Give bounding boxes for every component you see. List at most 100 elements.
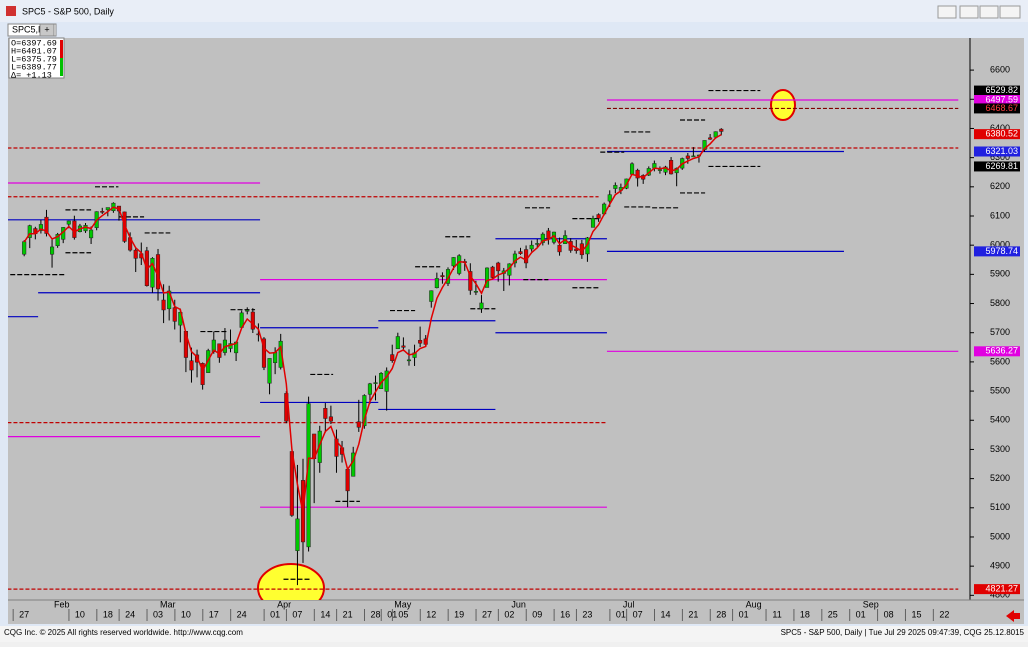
data-window-line: O=6397.69 xyxy=(11,38,57,48)
x-tick-label: 16 xyxy=(560,609,570,619)
candle-body xyxy=(22,241,27,255)
price-label-box xyxy=(974,346,1020,357)
x-tick-label: 19 xyxy=(454,609,464,619)
price-label: 5978.74 xyxy=(985,246,1018,256)
close-button[interactable] xyxy=(999,5,1021,19)
tab-label[interactable]: SPC5,D xyxy=(12,24,45,34)
price-label-box xyxy=(974,246,1020,257)
title-bar xyxy=(0,0,1028,22)
x-tick-label: 03 xyxy=(153,609,163,619)
y-tick-label: 5400 xyxy=(990,415,1010,425)
y-tick-label: 5500 xyxy=(990,385,1010,395)
candle-body xyxy=(250,311,255,330)
status-left: CQG Inc. © 2025 All rights reserved worl… xyxy=(4,628,243,637)
price-label-box xyxy=(974,161,1020,172)
candle-body xyxy=(490,266,495,278)
price-label-box xyxy=(974,146,1020,157)
x-tick-label: 01 xyxy=(739,609,749,619)
highlight-circle xyxy=(770,89,796,121)
month-label: Aug xyxy=(746,599,762,609)
candle-body xyxy=(596,214,601,219)
candle-body xyxy=(105,207,110,211)
candle-body xyxy=(518,251,523,254)
x-tick-label: 24 xyxy=(125,609,135,619)
data-window-line: L=6389.77 xyxy=(11,62,57,72)
new-tab-button[interactable] xyxy=(39,23,55,37)
price-label-box xyxy=(974,584,1020,595)
x-tick-label: 08 xyxy=(884,609,894,619)
candle-body xyxy=(540,233,545,243)
data-window-line: H=6401.07 xyxy=(11,46,57,56)
price-label-box xyxy=(974,103,1020,114)
candle-body xyxy=(479,302,484,310)
maximize-button[interactable] xyxy=(979,5,999,19)
y-tick-label: 5300 xyxy=(990,444,1010,454)
candle-body xyxy=(669,160,674,175)
candle-body xyxy=(440,275,445,277)
x-tick-label: 21 xyxy=(343,609,353,619)
candle-body xyxy=(367,383,372,395)
candle-body xyxy=(574,248,579,251)
candle-body xyxy=(167,290,172,310)
price-label: 5636.27 xyxy=(985,346,1018,356)
y-tick-label: 5800 xyxy=(990,298,1010,308)
candle-body xyxy=(217,343,222,358)
scroll-arrow[interactable] xyxy=(1006,610,1020,622)
y-tick-label: 6000 xyxy=(990,240,1010,250)
candle-body xyxy=(457,255,462,274)
candle-body xyxy=(719,128,724,132)
window-title: SPC5 - S&P 500, Daily xyxy=(22,6,114,16)
x-tick-label: 14 xyxy=(660,609,670,619)
x-tick-label: 09 xyxy=(532,609,542,619)
candle-body xyxy=(384,370,389,392)
y-tick-label: 4800 xyxy=(990,590,1010,600)
x-tick-label: 17 xyxy=(209,609,219,619)
candle-body xyxy=(418,340,423,344)
candle-body xyxy=(133,249,138,259)
x-tick-label: 11 xyxy=(772,609,781,619)
candle-body xyxy=(55,234,60,247)
x-tick-label: 27 xyxy=(482,609,492,619)
data-window xyxy=(8,37,65,79)
y-tick-label: 5000 xyxy=(990,531,1010,541)
x-tick-label: 14 xyxy=(320,609,330,619)
candle-body xyxy=(395,336,400,350)
candle-body xyxy=(50,246,55,255)
candle-body xyxy=(72,220,77,238)
candle-body xyxy=(406,359,412,362)
new-tab-label[interactable]: + xyxy=(44,24,49,34)
y-tick-label: 5700 xyxy=(990,327,1010,337)
data-window-line: L=6375.79 xyxy=(11,54,57,64)
minimize-button[interactable] xyxy=(959,5,979,19)
month-label: Jun xyxy=(511,599,526,609)
candle-body xyxy=(44,216,49,234)
x-tick-label: 01 xyxy=(856,609,866,619)
x-tick-label: 10 xyxy=(181,609,191,619)
x-tick-label: 23 xyxy=(582,609,592,619)
candle-body xyxy=(629,163,635,175)
data-window-line: Δ= +1.13 xyxy=(11,70,52,80)
data-window-bar xyxy=(60,40,63,58)
y-tick-label: 6600 xyxy=(990,64,1010,74)
candle-body xyxy=(373,382,378,384)
price-label: 6321.03 xyxy=(985,146,1018,156)
candle-body xyxy=(273,352,278,364)
link-button[interactable] xyxy=(937,5,957,19)
x-tick-label: 07 xyxy=(633,609,643,619)
candle-body xyxy=(356,421,361,428)
status-right: SPC5 - S&P 500, Daily | Tue Jul 29 2025 … xyxy=(781,628,1025,637)
y-tick-label: 5200 xyxy=(990,473,1010,483)
month-label: Apr xyxy=(277,599,291,609)
candle-body xyxy=(657,169,662,171)
x-tick-label: 07 xyxy=(292,609,302,619)
candle-body xyxy=(473,291,478,293)
candle-body xyxy=(496,262,501,272)
candle-body xyxy=(535,243,540,245)
month-label: Feb xyxy=(54,599,70,609)
y-tick-label: 5100 xyxy=(990,502,1010,512)
candle-body xyxy=(468,271,473,291)
candle-body xyxy=(295,518,300,551)
y-tick-label: 5900 xyxy=(990,269,1010,279)
candle-body xyxy=(362,395,367,427)
